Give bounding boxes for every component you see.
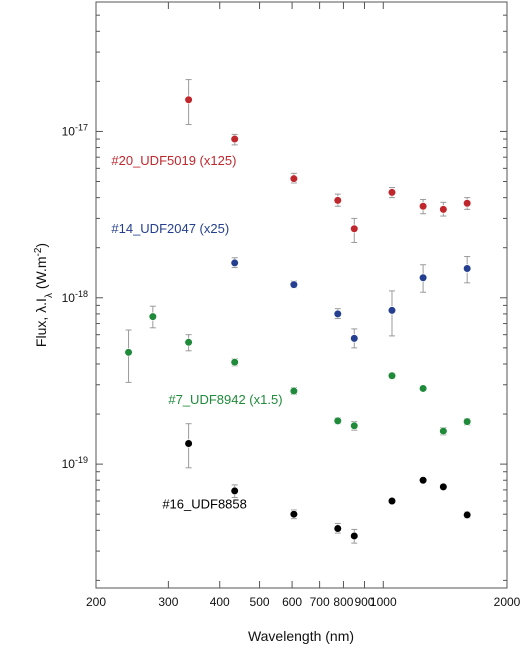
data-point bbox=[419, 476, 428, 485]
data-point bbox=[230, 358, 239, 367]
data-point bbox=[463, 417, 472, 426]
x-tick-label: 800 bbox=[333, 595, 353, 609]
data-point bbox=[350, 531, 359, 541]
data-point bbox=[289, 174, 298, 183]
data-point bbox=[463, 199, 472, 208]
data-point bbox=[350, 334, 359, 343]
y-axis-title: Flux, λ.Iλ (W.m-2) bbox=[33, 243, 55, 347]
y-tick-label-exp: -17 bbox=[75, 122, 88, 132]
data-point bbox=[387, 371, 397, 380]
data-point bbox=[419, 273, 428, 282]
plot-frame bbox=[95, 1, 508, 589]
data-point bbox=[289, 386, 298, 396]
series-annotations: #20_UDF5019 (x125) #14_UDF2047 (x25) #7_UD… bbox=[111, 153, 282, 512]
series-group bbox=[230, 256, 472, 349]
data-point bbox=[148, 312, 157, 321]
y-axis-title-unit-end: ) bbox=[33, 243, 49, 248]
data-point bbox=[230, 486, 239, 496]
data-point bbox=[184, 95, 193, 104]
data-point bbox=[439, 482, 448, 491]
series-annotation: #20_UDF5019 (x125) bbox=[111, 153, 236, 168]
series-annotation: #14_UDF2047 (x25) bbox=[111, 221, 229, 236]
data-point bbox=[230, 134, 239, 144]
data-point bbox=[184, 338, 193, 347]
y-tick-label-base: 10 bbox=[62, 124, 76, 138]
x-tick-label: 2000 bbox=[494, 595, 520, 609]
series-group bbox=[124, 305, 472, 436]
series-layer bbox=[124, 79, 472, 544]
y-axis-title-unit: (W.m bbox=[33, 257, 49, 294]
data-point bbox=[184, 439, 193, 448]
x-tick-label: 900 bbox=[354, 595, 374, 609]
data-point bbox=[289, 280, 298, 289]
data-point bbox=[124, 348, 133, 357]
x-tick-label: 700 bbox=[310, 595, 330, 609]
data-point bbox=[333, 309, 342, 319]
y-tick-label: 10-19 bbox=[62, 455, 88, 471]
series-group bbox=[184, 423, 472, 544]
data-point bbox=[463, 510, 472, 520]
series-annotation: #7_UDF8942 (x1.5) bbox=[168, 392, 282, 407]
data-point bbox=[333, 416, 342, 425]
x-tick-label: 1000 bbox=[370, 595, 397, 609]
x-tick-label: 200 bbox=[86, 595, 106, 609]
series-annotation: #16_UDF8858 bbox=[162, 497, 247, 512]
y-tick-label: 10-17 bbox=[62, 122, 88, 138]
data-point bbox=[350, 421, 359, 430]
y-tick-label-base: 10 bbox=[62, 291, 76, 305]
y-axis-title-unit-exp: -2 bbox=[33, 247, 44, 256]
data-point bbox=[419, 384, 428, 393]
y-tick-label-exp: -19 bbox=[75, 455, 88, 465]
data-point bbox=[439, 426, 448, 436]
data-point bbox=[387, 188, 397, 197]
y-tick-label-base: 10 bbox=[62, 457, 76, 471]
x-tick-label: 400 bbox=[210, 595, 230, 609]
data-point bbox=[333, 524, 342, 533]
data-point bbox=[387, 306, 397, 315]
data-point bbox=[333, 196, 342, 205]
y-axis-title-main: Flux, λ.I bbox=[33, 298, 49, 347]
data-point bbox=[387, 496, 397, 506]
x-tick-label: 300 bbox=[158, 595, 178, 609]
y-axis-title-sub: λ bbox=[44, 293, 55, 298]
x-tick-label: 500 bbox=[250, 595, 270, 609]
data-point bbox=[419, 202, 428, 211]
y-tick-label: 10-18 bbox=[62, 289, 88, 305]
y-tick-label-exp: -18 bbox=[75, 289, 88, 299]
data-point bbox=[350, 224, 359, 233]
data-point bbox=[439, 205, 448, 214]
x-tick-label: 600 bbox=[282, 595, 302, 609]
series-group bbox=[184, 79, 472, 243]
x-axis-title: Wavelength (nm) bbox=[248, 628, 354, 644]
data-point bbox=[230, 258, 239, 268]
data-point bbox=[463, 264, 472, 273]
data-point bbox=[289, 510, 298, 519]
